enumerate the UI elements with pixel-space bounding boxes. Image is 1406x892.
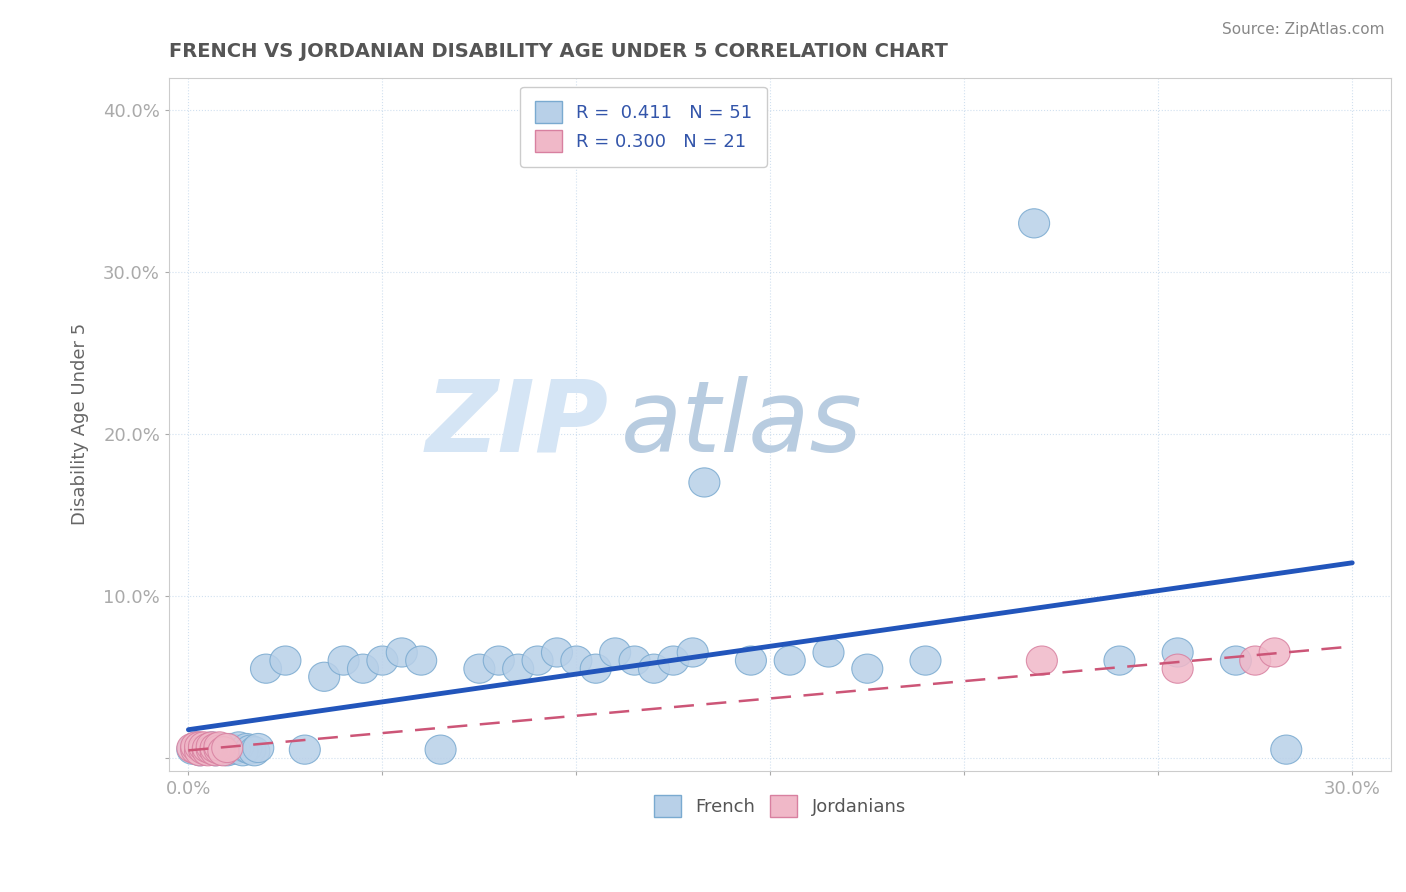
- Ellipse shape: [243, 733, 274, 763]
- Ellipse shape: [658, 646, 689, 675]
- Ellipse shape: [1104, 646, 1135, 675]
- Ellipse shape: [735, 646, 766, 675]
- Ellipse shape: [219, 735, 250, 764]
- Ellipse shape: [1240, 646, 1271, 675]
- Ellipse shape: [228, 737, 259, 766]
- Ellipse shape: [208, 737, 239, 766]
- Ellipse shape: [813, 638, 844, 667]
- Ellipse shape: [184, 737, 215, 766]
- Ellipse shape: [180, 735, 212, 764]
- Ellipse shape: [1163, 638, 1194, 667]
- Legend: French, Jordanians: French, Jordanians: [647, 788, 912, 824]
- Ellipse shape: [180, 731, 212, 761]
- Ellipse shape: [581, 654, 612, 683]
- Ellipse shape: [1220, 646, 1251, 675]
- Ellipse shape: [290, 735, 321, 764]
- Ellipse shape: [177, 735, 208, 764]
- Ellipse shape: [347, 654, 378, 683]
- Ellipse shape: [541, 638, 572, 667]
- Ellipse shape: [212, 733, 243, 763]
- Ellipse shape: [367, 646, 398, 675]
- Ellipse shape: [599, 638, 631, 667]
- Ellipse shape: [678, 638, 709, 667]
- Ellipse shape: [775, 646, 806, 675]
- Ellipse shape: [184, 737, 215, 766]
- Ellipse shape: [561, 646, 592, 675]
- Ellipse shape: [425, 735, 456, 764]
- Ellipse shape: [503, 654, 534, 683]
- Ellipse shape: [387, 638, 418, 667]
- Ellipse shape: [235, 735, 266, 764]
- Ellipse shape: [328, 646, 359, 675]
- Ellipse shape: [204, 735, 235, 764]
- Ellipse shape: [204, 731, 235, 761]
- Ellipse shape: [193, 733, 224, 763]
- Text: atlas: atlas: [621, 376, 863, 473]
- Ellipse shape: [215, 733, 246, 763]
- Ellipse shape: [852, 654, 883, 683]
- Ellipse shape: [197, 731, 228, 761]
- Ellipse shape: [464, 654, 495, 683]
- Ellipse shape: [231, 733, 262, 763]
- Text: FRENCH VS JORDANIAN DISABILITY AGE UNDER 5 CORRELATION CHART: FRENCH VS JORDANIAN DISABILITY AGE UNDER…: [169, 42, 948, 61]
- Ellipse shape: [638, 654, 669, 683]
- Ellipse shape: [200, 737, 231, 766]
- Ellipse shape: [1018, 209, 1050, 238]
- Ellipse shape: [484, 646, 515, 675]
- Ellipse shape: [200, 733, 231, 763]
- Ellipse shape: [180, 731, 212, 761]
- Y-axis label: Disability Age Under 5: Disability Age Under 5: [72, 323, 89, 525]
- Ellipse shape: [204, 733, 235, 763]
- Ellipse shape: [1271, 735, 1302, 764]
- Ellipse shape: [197, 731, 228, 761]
- Ellipse shape: [208, 735, 239, 764]
- Ellipse shape: [188, 735, 219, 764]
- Ellipse shape: [200, 737, 231, 766]
- Ellipse shape: [239, 737, 270, 766]
- Ellipse shape: [1163, 654, 1194, 683]
- Ellipse shape: [197, 735, 228, 764]
- Ellipse shape: [910, 646, 941, 675]
- Ellipse shape: [193, 737, 224, 766]
- Ellipse shape: [193, 735, 224, 764]
- Ellipse shape: [309, 662, 340, 691]
- Ellipse shape: [188, 733, 219, 763]
- Ellipse shape: [250, 654, 281, 683]
- Ellipse shape: [406, 646, 437, 675]
- Text: ZIP: ZIP: [426, 376, 609, 473]
- Ellipse shape: [1260, 638, 1291, 667]
- Ellipse shape: [522, 646, 553, 675]
- Ellipse shape: [1026, 646, 1057, 675]
- Ellipse shape: [270, 646, 301, 675]
- Ellipse shape: [689, 468, 720, 497]
- Ellipse shape: [188, 731, 219, 761]
- Text: Source: ZipAtlas.com: Source: ZipAtlas.com: [1222, 22, 1385, 37]
- Ellipse shape: [224, 731, 254, 761]
- Ellipse shape: [619, 646, 650, 675]
- Ellipse shape: [184, 731, 215, 761]
- Ellipse shape: [212, 737, 243, 766]
- Ellipse shape: [177, 733, 208, 763]
